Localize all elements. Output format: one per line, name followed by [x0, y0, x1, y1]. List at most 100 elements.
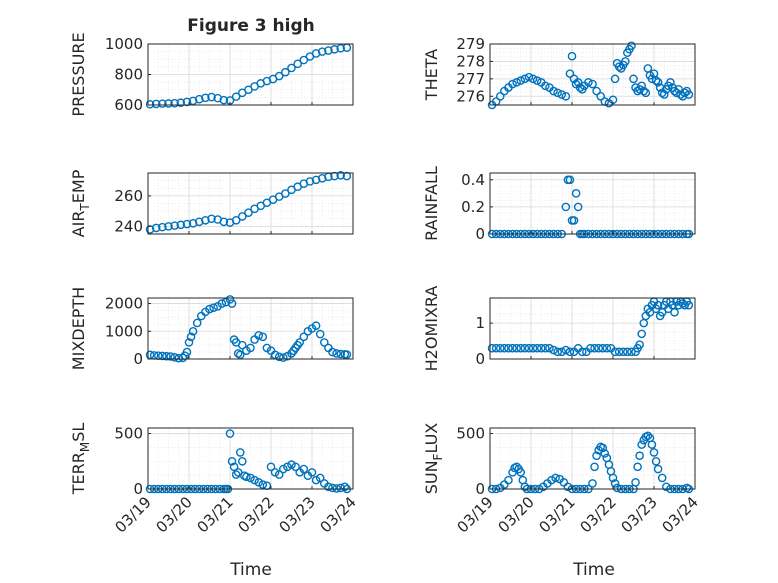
y-tick-label: 260	[114, 187, 143, 205]
data-point	[561, 345, 571, 355]
data-point	[553, 347, 562, 357]
data-point	[551, 473, 560, 483]
data-point	[516, 76, 526, 85]
y-tick-label: 500	[114, 425, 143, 443]
data-point	[311, 321, 321, 331]
subplot-rainfall: 0 0.2 0.4 RAINFALL	[422, 166, 696, 243]
subplot-air-temp: 240 260 AIRTEMP	[69, 169, 354, 237]
data-point	[330, 45, 339, 54]
data-point	[188, 326, 198, 336]
data-point	[229, 462, 239, 472]
data-point	[184, 338, 194, 347]
data-point	[590, 343, 599, 353]
data-point	[651, 456, 661, 466]
data-point	[274, 71, 284, 81]
data-point	[666, 78, 675, 87]
y-tick-label: 600	[114, 96, 143, 114]
data-point	[647, 440, 657, 449]
y-tick-label: 240	[114, 217, 143, 235]
data-point	[332, 349, 341, 358]
data-point	[158, 222, 167, 232]
y-axis-label: RAINFALL	[422, 166, 441, 241]
data-point	[237, 212, 247, 221]
data-point	[328, 483, 337, 493]
data-point	[614, 62, 624, 71]
data-point	[250, 475, 259, 485]
data-point	[219, 217, 229, 227]
data-point	[557, 90, 567, 99]
data-point	[274, 470, 284, 479]
y-tick-label: 0	[475, 480, 485, 498]
data-point	[235, 448, 245, 457]
data-point	[623, 347, 632, 357]
data-point	[219, 95, 229, 105]
data-point	[512, 343, 521, 353]
data-point	[610, 74, 620, 84]
data-point	[565, 175, 575, 185]
data-point	[231, 215, 241, 225]
data-point	[532, 76, 542, 85]
data-point	[242, 472, 251, 482]
data-point	[266, 462, 276, 472]
axes-box	[147, 427, 354, 490]
data-point	[307, 468, 317, 477]
data-point	[598, 443, 608, 453]
data-point	[504, 343, 513, 353]
data-point	[662, 482, 671, 492]
data-point	[618, 347, 628, 357]
data-point	[588, 79, 597, 89]
y-tick-label: 2000	[105, 295, 143, 313]
y-axis-label: THETA	[422, 49, 441, 101]
data-point	[684, 300, 694, 310]
y-tick-label: 1	[475, 314, 485, 332]
data-point	[254, 478, 264, 487]
data-point	[311, 475, 321, 485]
data-point	[608, 473, 618, 483]
data-point	[577, 347, 587, 357]
data-point	[545, 343, 554, 353]
data-point	[317, 174, 327, 183]
data-point	[158, 351, 167, 361]
data-point	[592, 86, 601, 96]
data-point	[598, 343, 608, 353]
data-point	[610, 347, 620, 357]
data-point	[315, 473, 325, 483]
data-point	[178, 353, 188, 363]
data-point	[561, 202, 571, 212]
data-point	[639, 86, 649, 96]
data-point	[194, 217, 204, 227]
data-point	[596, 91, 606, 101]
data-point	[516, 343, 526, 353]
data-point	[332, 484, 341, 493]
data-point	[524, 72, 534, 82]
data-point	[653, 464, 663, 474]
y-tick-label: 0.2	[461, 198, 485, 216]
data-point	[592, 451, 601, 461]
data-point	[520, 343, 530, 353]
data-point	[508, 343, 517, 353]
subplot-mixdepth: 0 1000 2000 MIXDEPTH	[69, 287, 354, 370]
data-point	[637, 329, 647, 339]
y-tick-label: 279	[456, 35, 485, 53]
data-point	[311, 175, 321, 185]
data-point	[151, 99, 161, 109]
data-point	[235, 350, 245, 360]
y-axis-label: TERRMSL	[69, 423, 92, 496]
data-point	[324, 482, 333, 492]
data-point	[192, 318, 202, 328]
data-point	[170, 353, 179, 362]
data-point	[565, 347, 575, 357]
data-point	[649, 448, 659, 457]
data-point	[225, 429, 235, 438]
data-point	[231, 92, 241, 101]
data-point	[651, 76, 661, 85]
data-point	[594, 343, 603, 353]
data-point	[315, 329, 325, 339]
subplot-pressure: 600 800 1000 PRESSURE	[69, 32, 354, 117]
data-point	[278, 464, 288, 474]
y-tick-label: 0	[475, 225, 485, 243]
data-point	[299, 464, 309, 474]
y-axis-label: H2OMIXRA	[422, 286, 441, 372]
data-point	[176, 220, 186, 230]
